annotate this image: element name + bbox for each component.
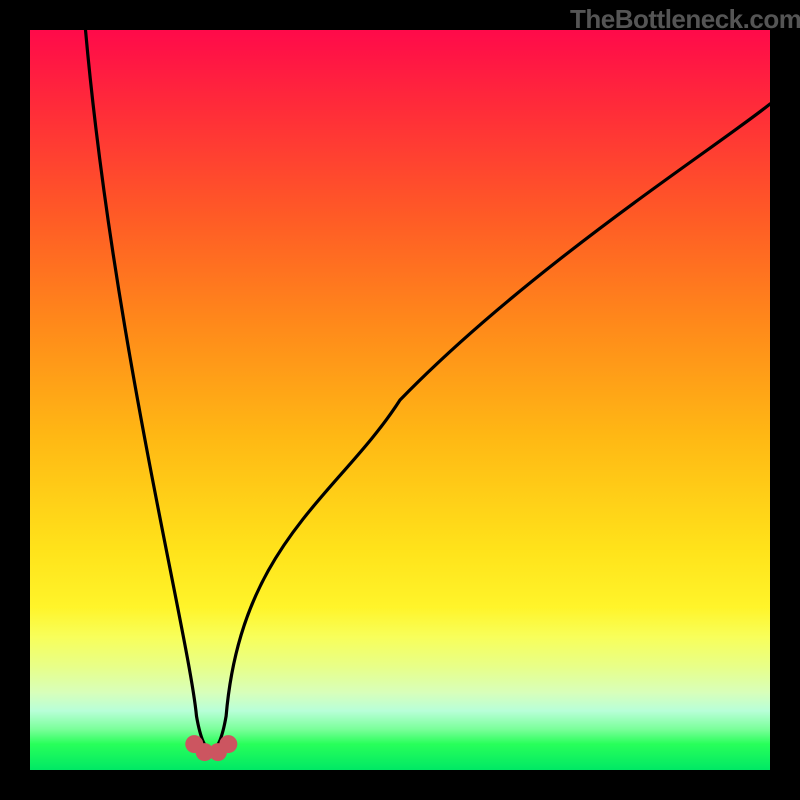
frame-bottom [0, 770, 800, 800]
watermark-text: TheBottleneck.com [570, 4, 800, 35]
frame-right [770, 0, 800, 800]
trough-marker [219, 735, 237, 753]
frame-left [0, 0, 30, 800]
